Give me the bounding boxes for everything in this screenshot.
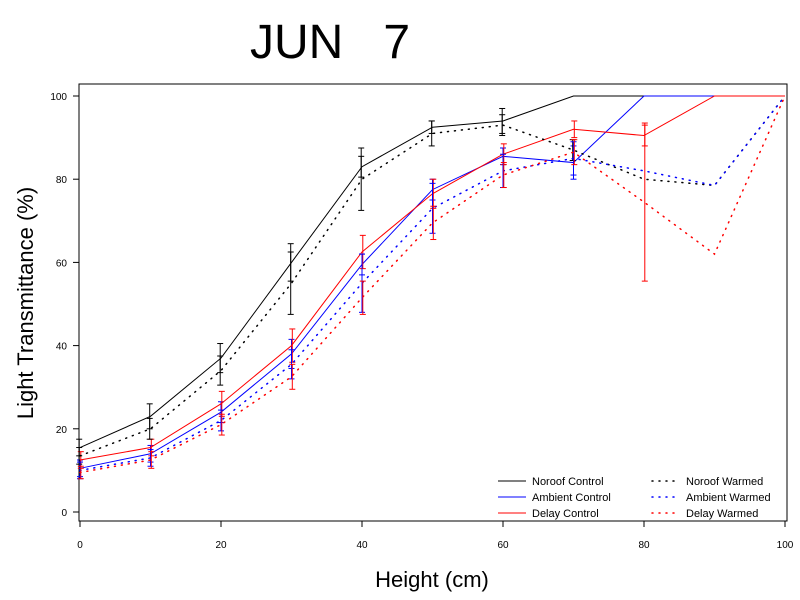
legend-label: Ambient Warmed [686, 492, 771, 504]
x-tick-label: 20 [215, 540, 227, 551]
series-line [79, 95, 786, 472]
series-line [79, 95, 786, 457]
y-tick-label: 0 [61, 508, 67, 519]
series-delay-warmed [77, 95, 786, 480]
y-axis-title: Light Transmittance (%) [13, 187, 38, 419]
series-line [79, 95, 785, 469]
x-axis-title: Height (cm) [375, 567, 489, 592]
series-ambient-warmed [77, 95, 786, 480]
x-tick-label: 0 [77, 540, 83, 551]
series-noroof-warmed [76, 95, 786, 465]
legend-label: Delay Warmed [686, 508, 758, 520]
legend-label: Noroof Control [532, 476, 604, 488]
series-delay-control [77, 95, 785, 469]
y-tick-label: 100 [50, 92, 67, 103]
legend-label: Ambient Control [532, 492, 611, 504]
x-tick-label: 100 [777, 540, 794, 551]
series-line [79, 95, 786, 474]
y-tick-label: 40 [56, 342, 68, 353]
series-noroof-control [76, 95, 785, 457]
legend-label: Delay Control [532, 508, 599, 520]
legend: Noroof Control Ambient Control Delay Contr… [498, 476, 771, 520]
series-layer [76, 95, 786, 480]
x-tick-label: 40 [356, 540, 368, 551]
y-tick-label: 80 [56, 175, 68, 186]
axis-ticks: 0 20 40 60 80 100 0 20 40 60 80 100 [50, 92, 793, 551]
x-tick-label: 80 [638, 540, 650, 551]
series-line [79, 95, 785, 448]
chart-title: JUN 7 [250, 16, 410, 69]
y-tick-label: 60 [56, 258, 68, 269]
legend-label: Noroof Warmed [686, 476, 763, 488]
x-tick-label: 60 [497, 540, 509, 551]
series-ambient-control [77, 95, 785, 478]
plot-frame [78, 83, 788, 522]
y-tick-label: 20 [56, 425, 68, 436]
series-line [79, 95, 785, 461]
